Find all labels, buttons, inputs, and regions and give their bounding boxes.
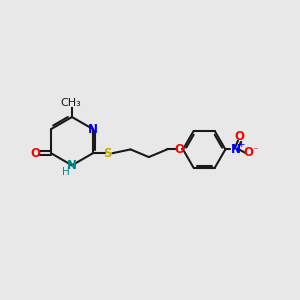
Text: +: + bbox=[237, 140, 244, 149]
Text: O: O bbox=[31, 147, 41, 160]
Text: H: H bbox=[61, 167, 69, 177]
Text: O: O bbox=[235, 130, 244, 143]
Text: O: O bbox=[174, 143, 184, 156]
Text: S: S bbox=[103, 147, 112, 160]
Text: N: N bbox=[67, 159, 77, 172]
Text: N: N bbox=[88, 123, 98, 136]
Text: O: O bbox=[243, 146, 253, 159]
Text: ⁻: ⁻ bbox=[252, 146, 258, 157]
Text: CH₃: CH₃ bbox=[60, 98, 81, 108]
Text: N: N bbox=[231, 143, 241, 156]
